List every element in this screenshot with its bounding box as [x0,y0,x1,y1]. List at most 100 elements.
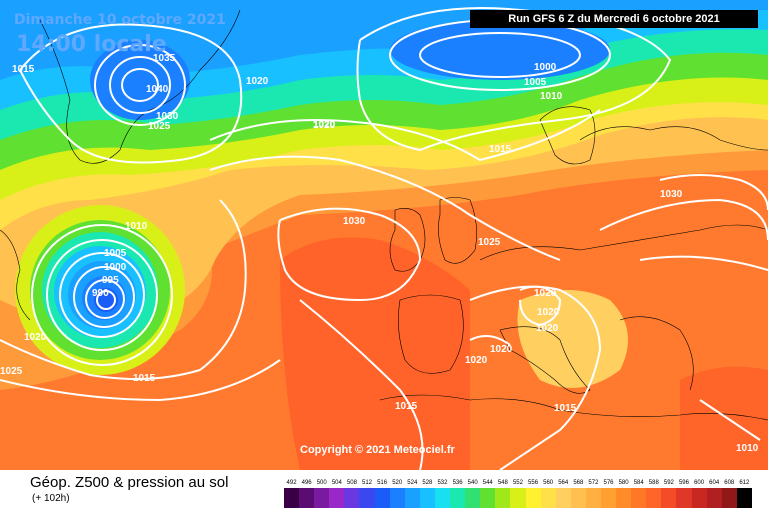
scale-value-label: 572 [588,480,599,486]
isobar-label: 1030 [660,189,683,200]
scale-color-swatch [495,488,511,508]
scale-color-swatch [676,488,692,508]
scale-value-label: 524 [407,480,418,486]
scale-value-label: 608 [724,480,735,486]
map-title: Géop. Z500 & pression au sol [30,474,229,491]
scale-value-label: 496 [301,480,312,486]
forecast-date: Dimanche 10 octobre 2021 [14,12,226,28]
scale-value-label: 588 [648,480,659,486]
isobar-label: 1020 [24,332,47,343]
isobar-label: 1020 [490,344,513,355]
scale-value-label: 516 [377,480,388,486]
scale-value-label: 532 [437,480,448,486]
scale-color-swatch [661,488,677,508]
isobar-label: 1020 [246,76,269,87]
scale-color-swatch [419,488,435,508]
scale-color-swatch [540,488,556,508]
scale-value-label: 492 [286,480,297,486]
coastlines [0,9,768,421]
isobar-label: 1020 [534,288,557,299]
scale-value-label: 528 [422,480,433,486]
scale-color-swatch [631,488,647,508]
isobar-label: 990 [92,288,109,299]
scale-value-label: 544 [482,480,493,486]
scale-value-label: 604 [709,480,720,486]
scale-value-label: 612 [739,480,750,486]
weather-map: 1035 1040 1030 1025 1020 1015 1020 1000 … [0,0,768,470]
isobar-label: 1005 [524,77,547,88]
scale-color-swatch [344,488,360,508]
copyright: Copyright © 2021 Meteociel.fr [300,444,455,456]
scale-color-swatch [555,488,571,508]
isobar-label: 1015 [133,373,156,384]
scale-color-swatch [450,488,466,508]
scale-value-label: 556 [528,480,539,486]
scale-color-swatch [480,488,496,508]
isobar-label: 1015 [395,401,418,412]
scale-value-label: 552 [512,480,523,486]
scale-value-label: 500 [316,480,327,486]
isobars [0,7,768,470]
isobar-labels: 1035 1040 1030 1025 1020 1015 1020 1000 … [0,53,759,454]
scale-value-label: 592 [663,480,674,486]
scale-color-swatch [616,488,632,508]
isobar-label: 1005 [104,248,127,259]
isobar-label: 1010 [540,91,563,102]
isobar-label: 1000 [534,62,557,73]
model-run-info: Run GFS 6 Z du Mercredi 6 octobre 2021 [470,10,758,28]
scale-color-swatch [314,488,330,508]
scale-value-label: 548 [497,480,508,486]
scale-color-swatch [329,488,345,508]
scale-color-swatch [299,488,315,508]
isobar-label: 1020 [537,307,560,318]
scale-value-label: 512 [362,480,373,486]
scale-color-swatch [284,488,300,508]
isobar-label: 995 [102,275,119,286]
scale-color-swatch [465,488,481,508]
scale-labels: 492 496 500 504 508 512 516 520 524 528 532 536 540 5… [284,478,752,488]
isobar-label: 1030 [156,111,179,122]
isobar-label: 1025 [148,121,171,132]
scale-color-swatch [691,488,707,508]
scale-color-swatch [706,488,722,508]
isobar-label: 1015 [554,403,577,414]
scale-value-label: 600 [694,480,705,486]
scale-color-swatch [510,488,526,508]
isobar-label: 1000 [104,262,127,273]
scale-value-label: 536 [452,480,463,486]
isobar-label: 1010 [125,221,148,232]
scale-color-swatch [374,488,390,508]
scale-value-label: 568 [573,480,584,486]
isobar-label: 1025 [0,366,23,377]
scale-color-swatch [404,488,420,508]
isobar-label: 1015 [12,64,35,75]
scale-value-label: 584 [633,480,644,486]
scale-value-label: 540 [467,480,478,486]
scale-color-swatch [600,488,617,508]
scale-value-label: 560 [543,480,554,486]
scale-color-swatch [359,488,375,508]
color-scale-legend: 492 496 500 504 508 512 516 520 524 528 532 536 540 5… [284,478,752,510]
isobar-label: 1020 [536,323,559,334]
scale-color-swatch [434,488,451,508]
scale-color-swatch [585,488,601,508]
scale-color-swatch [646,488,662,508]
scale-color-swatch [721,488,737,508]
scale-color-swatch [736,488,752,508]
scale-value-label: 564 [558,480,569,486]
isobar-label: 1020 [465,355,488,366]
geopotential-field: 1035 1040 1030 1025 1020 1015 1020 1000 … [0,0,768,470]
lead-time: (+ 102h) [32,493,70,504]
isobar-label: 1020 [313,119,336,130]
scale-color-swatch [570,488,586,508]
scale-color-swatch [525,488,541,508]
scale-value-label: 596 [678,480,689,486]
scale-value-label: 576 [603,480,614,486]
isobar-label: 1010 [736,443,759,454]
scale-value-label: 504 [331,480,342,486]
isobar-label: 1040 [146,84,169,95]
scale-color-swatch [389,488,405,508]
isobar-label: 1025 [478,237,501,248]
forecast-local-time: 14:00 locale [16,32,167,57]
isobar-label: 1015 [489,144,512,155]
